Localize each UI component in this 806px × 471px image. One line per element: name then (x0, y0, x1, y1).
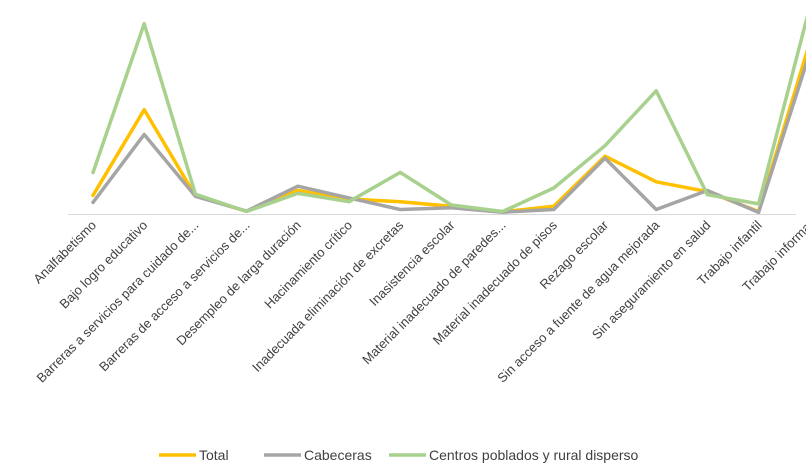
legend-label: Cabeceras (304, 447, 372, 463)
series-line-total (91, 49, 806, 214)
legend-label: Total (199, 447, 229, 463)
legend-label: Centros poblados y rural disperso (429, 447, 639, 463)
series-line-centros-poblados-y-rural-disperso (91, 14, 806, 214)
series-layer (91, 14, 806, 215)
x-tick-label: Bajo logro educativo (56, 218, 150, 312)
legend: Total Cabeceras Centros poblados y rural d… (159, 447, 639, 463)
x-tick-label: Inasistencia escolar (366, 217, 458, 309)
x-tick-label: Hacinamiento crítico (261, 218, 355, 312)
